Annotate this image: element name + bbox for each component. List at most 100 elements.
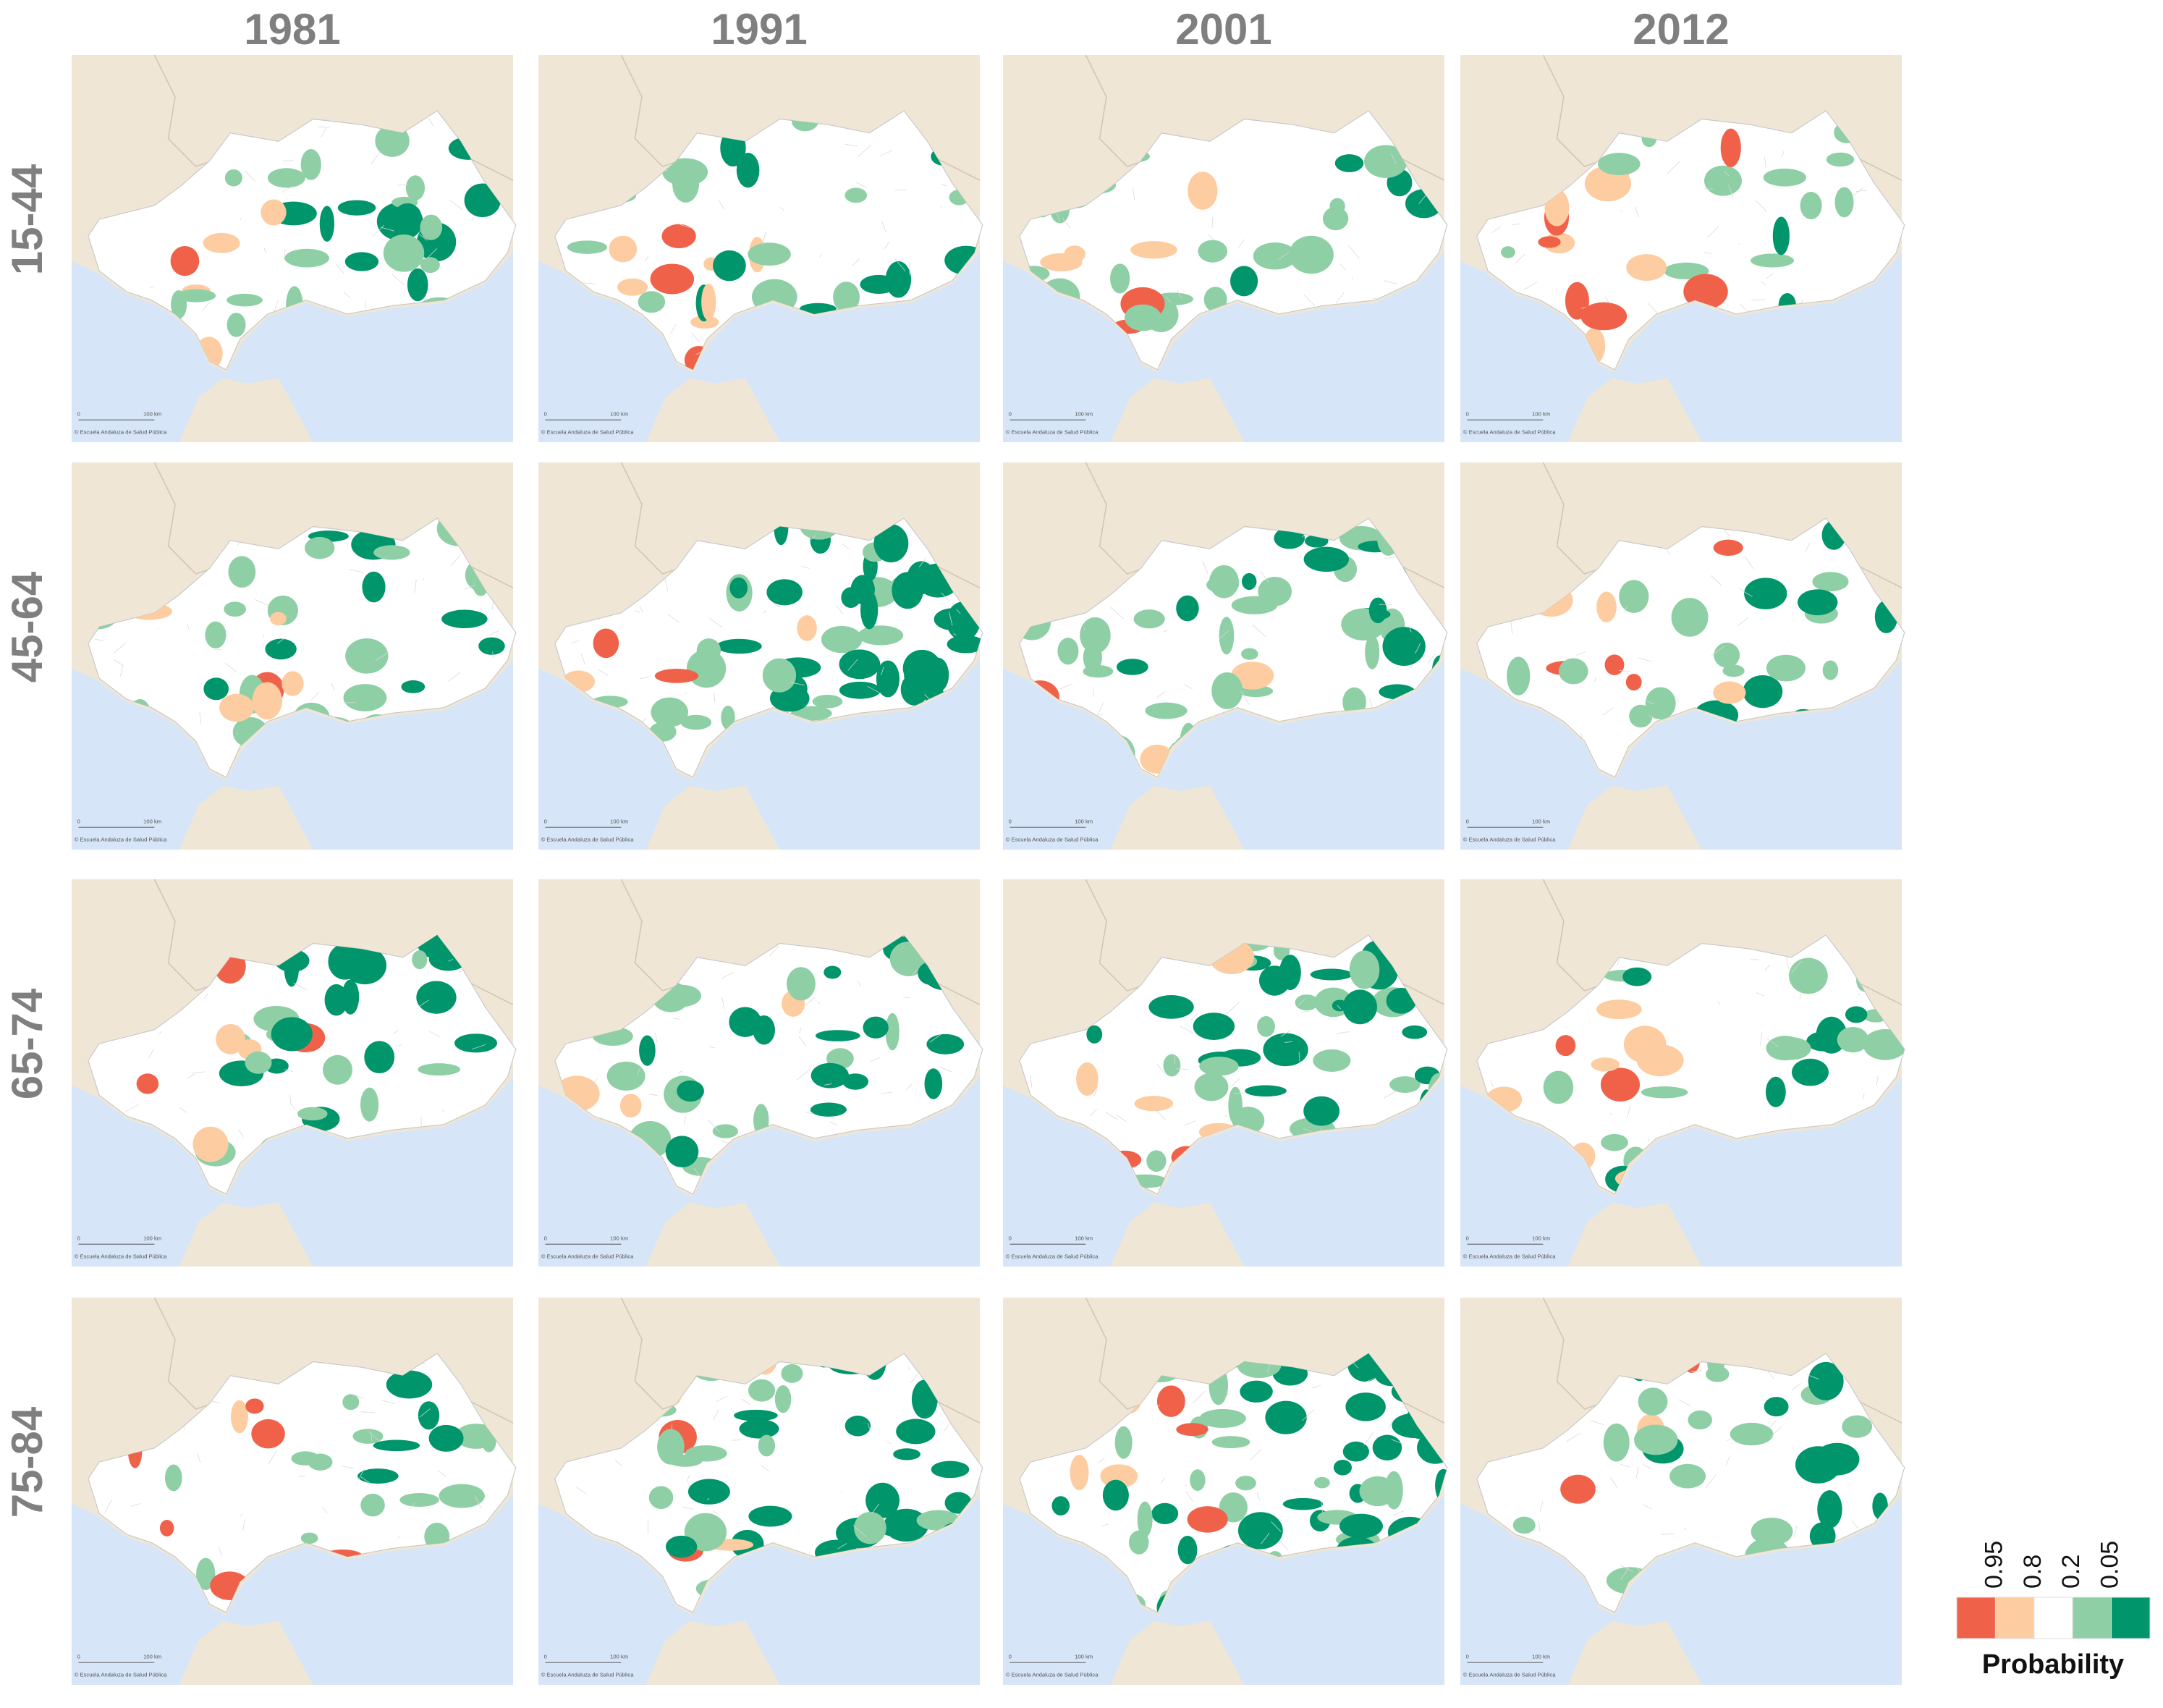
district-area (1279, 955, 1301, 990)
district-border (179, 1107, 187, 1113)
district-border (845, 143, 858, 147)
district-area (282, 671, 304, 696)
district-border (718, 200, 725, 210)
district-area (1601, 1133, 1628, 1151)
legend-swatch (2033, 1597, 2073, 1639)
sea (1003, 1492, 1444, 1685)
attribution: © Escuela Andaluza de Salud Pública (541, 836, 634, 842)
district-border (721, 996, 725, 1010)
district-border (274, 300, 279, 313)
africa (645, 1202, 780, 1267)
district-area (1817, 1490, 1842, 1529)
district-area (1146, 1150, 1167, 1172)
district-border (1728, 185, 1734, 199)
district-area (228, 556, 256, 588)
map-panel: 0 100 km © Escuela Andaluza de Salud Públi… (538, 54, 983, 442)
district-border (335, 263, 345, 274)
sea (1460, 1492, 1902, 1685)
district-border (635, 610, 640, 613)
district-border (192, 1071, 205, 1074)
district-area (1193, 1012, 1235, 1040)
district-area (1808, 1361, 1844, 1400)
district-area (858, 625, 904, 646)
district-area (405, 175, 426, 200)
district-area (1241, 648, 1258, 660)
district-border (586, 1078, 598, 1091)
district-area (617, 278, 648, 296)
district-border (1219, 630, 1229, 639)
district-border (1392, 1510, 1404, 1516)
district-border (1303, 294, 1316, 307)
district-border (240, 1513, 243, 1517)
district-border (1384, 1091, 1397, 1099)
district-border (1769, 1077, 1772, 1081)
district-area (900, 673, 928, 706)
district-border (349, 569, 363, 573)
district-area (1329, 198, 1345, 215)
district-border (1605, 297, 1609, 303)
district-area (418, 1063, 461, 1076)
district-border (196, 1453, 201, 1463)
row-label: 45-64 (3, 571, 51, 682)
district-area (638, 291, 666, 313)
district-border (1539, 1501, 1544, 1513)
district-area (687, 1479, 730, 1505)
district-border (761, 1465, 770, 1471)
district-border (790, 682, 805, 686)
district-area (224, 601, 246, 617)
district-border (939, 1066, 952, 1073)
district-border (447, 672, 461, 682)
legend-swatch (1994, 1597, 2035, 1639)
district-area (1349, 950, 1380, 989)
district-area (881, 1523, 923, 1538)
district-area (824, 965, 842, 979)
scale-label: 100 km (1075, 1235, 1093, 1241)
district-border (1184, 1484, 1187, 1487)
district-area (170, 245, 200, 276)
sea (538, 250, 980, 442)
district-area (305, 536, 335, 559)
district-area (690, 316, 719, 329)
district-area (284, 248, 329, 268)
map-panel: 0 100 km © Escuela Andaluza de Salud Públi… (538, 1297, 983, 1685)
district-area (1772, 1037, 1811, 1060)
district-area (1837, 1026, 1869, 1053)
district-area (164, 1464, 182, 1492)
attribution: © Escuela Andaluza de Salud Pública (541, 1671, 634, 1678)
district-area (1826, 152, 1855, 167)
district-area (1124, 304, 1161, 331)
district-border (331, 683, 335, 690)
district-border (1738, 588, 1753, 597)
district-area (1190, 1469, 1206, 1492)
district-area (1230, 266, 1258, 297)
district-border (929, 1033, 941, 1043)
district-border (1725, 1456, 1730, 1466)
district-border (639, 677, 649, 680)
district-area (1619, 580, 1649, 613)
district-border (884, 241, 889, 249)
district-border (1151, 747, 1154, 753)
district-area (1295, 994, 1319, 1011)
district-border (1793, 1526, 1798, 1538)
district-border (360, 1476, 373, 1486)
district-border (648, 1094, 658, 1096)
district-area (854, 1511, 886, 1544)
district-border (720, 971, 735, 979)
district-border (419, 999, 429, 1007)
district-border (941, 592, 950, 601)
district-border (1684, 1527, 1687, 1531)
district-border (322, 1507, 328, 1513)
attribution: © Escuela Andaluza de Salud Pública (75, 1253, 167, 1259)
district-border (1738, 243, 1741, 245)
district-border (1165, 296, 1172, 303)
district-area (464, 183, 501, 218)
district-area (1040, 253, 1083, 271)
district-area (269, 612, 287, 626)
sea (1003, 250, 1444, 442)
district-border (187, 623, 189, 630)
district-border (1115, 1114, 1127, 1122)
scale-label: 0 (544, 1653, 547, 1660)
district-area (729, 577, 748, 599)
district-area (1203, 287, 1227, 313)
district-border (284, 1069, 293, 1073)
